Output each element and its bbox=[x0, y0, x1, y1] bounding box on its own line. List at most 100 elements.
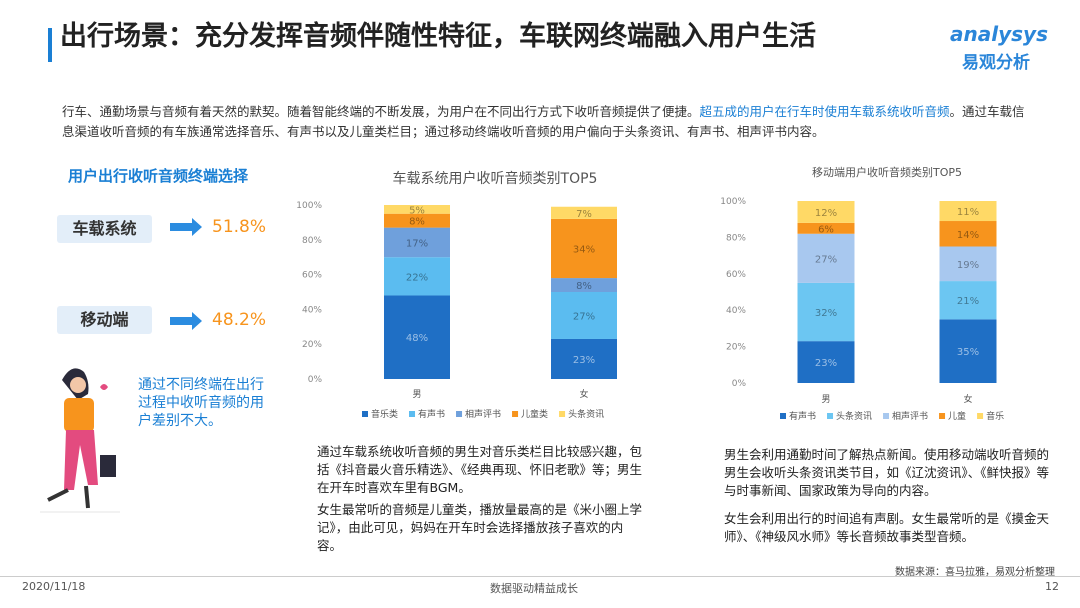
legend-label: 儿童 bbox=[948, 410, 966, 422]
legend-swatch bbox=[939, 413, 946, 419]
y-tick-label: 80% bbox=[726, 233, 746, 243]
y-tick-label: 80% bbox=[302, 236, 322, 246]
value-label: 27% bbox=[815, 254, 837, 265]
note: 通过车载系统收听音频的男生对音乐类栏目比较感兴趣，包括《抖音最火音乐精选》、《经… bbox=[317, 444, 643, 495]
value-label: 8% bbox=[409, 217, 425, 228]
value-label: 22% bbox=[406, 272, 428, 283]
footer-slogan: 数据驱动精益成长 bbox=[490, 582, 578, 595]
value-label: 5% bbox=[409, 205, 425, 216]
value-label: 23% bbox=[573, 355, 595, 366]
x-tick-label: 女 bbox=[579, 388, 588, 400]
y-tick-label: 100% bbox=[720, 197, 746, 207]
terminal-note: 通过不同终端在出行过程中收听音频的用户差别不大。 bbox=[138, 377, 264, 429]
footer-date: 2020/11/18 bbox=[22, 580, 86, 593]
bar-segment bbox=[939, 281, 997, 320]
terminal-label: 移动端 bbox=[57, 306, 152, 334]
bar-segment bbox=[551, 338, 617, 379]
chart-title: 车载系统用户收听音频类别TOP5 bbox=[393, 170, 598, 187]
legend-swatch bbox=[559, 411, 566, 417]
note: 男生会利用通勤时间了解热点新闻。使用移动端收听音频的男生会收听头条资讯类节目，如… bbox=[724, 447, 1050, 498]
value-label: 35% bbox=[957, 347, 979, 358]
bar-segment bbox=[939, 201, 997, 222]
bar-segment bbox=[384, 295, 450, 379]
value-label: 11% bbox=[957, 207, 979, 218]
legend-swatch bbox=[456, 411, 463, 417]
intro-text: 行车、通勤场景与音频有着天然的默契。随着智能终端的不断发展，为用户在不同出行方式… bbox=[62, 104, 700, 119]
value-label: 48% bbox=[406, 333, 428, 344]
intro-text: 。通过车载信息渠道收听音频的有车族通常选择音乐、有声书以及儿童类栏目；通过移动终… bbox=[62, 104, 1025, 139]
legend-label: 相声评书 bbox=[465, 408, 501, 420]
intro: 行车、通勤场景与音频有着天然的默契。随着智能终端的不断发展，为用户在不同出行方式… bbox=[62, 102, 1032, 142]
bar-segment bbox=[384, 227, 450, 258]
x-tick-label: 男 bbox=[412, 389, 421, 400]
bar-segment bbox=[384, 257, 450, 296]
charts: 车载系统用户收听音频类别TOP5 0% 20% 40% 60% 80% 100% 男 48% 22… bbox=[40, 165, 1004, 513]
bar-segment bbox=[551, 206, 617, 219]
y-tick-label: 40% bbox=[726, 306, 746, 316]
y-tick-label: 60% bbox=[302, 271, 322, 281]
bar-segment bbox=[384, 205, 450, 214]
terminal-label: 车载系统 bbox=[57, 215, 152, 243]
value-label: 17% bbox=[406, 238, 428, 249]
legend-label: 相声评书 bbox=[892, 410, 928, 422]
terminal-share: 48.2% bbox=[212, 310, 267, 330]
bar-segment bbox=[797, 282, 855, 342]
y-tick-label: 60% bbox=[726, 270, 746, 280]
legend-label: 头条资讯 bbox=[836, 410, 872, 422]
bar-segment bbox=[797, 233, 855, 283]
bar-segment bbox=[939, 221, 997, 247]
x-tick-label: 男 bbox=[821, 394, 830, 405]
value-label: 19% bbox=[957, 260, 979, 271]
legend-swatch bbox=[977, 413, 984, 419]
chart-title: 移动端用户收听音频类别TOP5 bbox=[812, 165, 962, 179]
value-label: 7% bbox=[576, 209, 592, 220]
note: 女生会利用出行的时间追有声剧。女生最常听的是《摸金天师》、《神级风水师》等长音频… bbox=[724, 511, 1050, 544]
footer-page: 12 bbox=[1045, 580, 1059, 593]
value-label: 34% bbox=[573, 245, 595, 256]
y-tick-label: 0% bbox=[732, 379, 747, 389]
y-tick-label: 40% bbox=[302, 305, 322, 315]
bar-segment bbox=[384, 213, 450, 228]
legend-swatch bbox=[827, 413, 834, 419]
bar-segment bbox=[939, 319, 997, 383]
slide-title: 出行场景：充分发挥音频伴随性特征，车联网终端融入用户生活 bbox=[60, 21, 816, 52]
bar-segment bbox=[551, 292, 617, 339]
logo-name: 易观分析 bbox=[962, 53, 1030, 73]
arrow bbox=[170, 218, 202, 236]
note: 女生最常听的音频是儿童类，播放量最高的是《米小圈上学记》，由此可见，妈妈在开车时… bbox=[317, 502, 643, 553]
legend-label: 有声书 bbox=[789, 410, 816, 422]
bar-segment bbox=[551, 278, 617, 292]
title-bar bbox=[48, 28, 52, 62]
bar-segment bbox=[797, 201, 855, 223]
y-tick-label: 100% bbox=[296, 201, 322, 211]
y-tick-label: 20% bbox=[726, 343, 746, 353]
legend-swatch bbox=[780, 413, 786, 419]
legend-label: 音乐类 bbox=[371, 408, 398, 420]
x-tick-label: 女 bbox=[963, 393, 972, 405]
legend-swatch bbox=[409, 411, 416, 417]
footer-line bbox=[0, 576, 1080, 577]
legend-swatch bbox=[883, 413, 890, 419]
value-label: 14% bbox=[957, 230, 979, 241]
legend-label: 头条资讯 bbox=[568, 408, 604, 420]
value-label: 32% bbox=[815, 308, 837, 319]
value-label: 27% bbox=[573, 311, 595, 322]
source: 数据来源：喜马拉雅，易观分析整理 bbox=[895, 567, 1055, 578]
value-label: 6% bbox=[818, 224, 834, 235]
y-tick-label: 20% bbox=[302, 340, 322, 350]
bar-segment bbox=[551, 218, 617, 279]
y-tick-label: 0% bbox=[308, 375, 323, 385]
intro-highlight: 超五成的用户在行车时使用车载系统收听音频 bbox=[699, 104, 950, 119]
terminal-heading: 用户出行收听音频终端选择 bbox=[68, 167, 249, 185]
terminal-share: 51.8% bbox=[212, 217, 267, 237]
illustration bbox=[40, 368, 120, 513]
legend-swatch bbox=[362, 411, 368, 417]
legend-label: 音乐 bbox=[986, 410, 1004, 422]
value-label: 12% bbox=[815, 208, 837, 219]
bar-segment bbox=[797, 341, 855, 383]
legend-label: 儿童类 bbox=[521, 408, 548, 420]
logo-brand: analysys bbox=[950, 22, 1048, 46]
legend-swatch bbox=[512, 411, 519, 417]
value-label: 21% bbox=[957, 296, 979, 307]
